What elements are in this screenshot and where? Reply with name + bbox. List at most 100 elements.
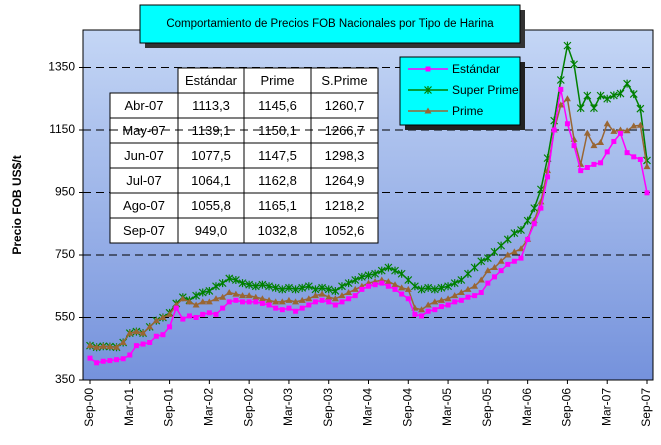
data-table: Estándar Prime S.Prime Abr-07 1113,3 1145,6 12… bbox=[109, 67, 379, 244]
x-tick-label: Sep-01 bbox=[162, 388, 176, 427]
marker bbox=[451, 292, 459, 299]
legend-marker bbox=[424, 107, 432, 114]
marker bbox=[517, 245, 525, 252]
marker bbox=[245, 280, 254, 289]
x-tick-label: Mar-03 bbox=[281, 388, 295, 426]
marker bbox=[291, 285, 300, 294]
marker bbox=[212, 295, 220, 302]
x-tick-label: Sep-00 bbox=[82, 388, 96, 427]
marker bbox=[192, 301, 200, 308]
marker bbox=[531, 221, 537, 227]
marker bbox=[404, 285, 412, 292]
marker bbox=[503, 235, 512, 244]
marker bbox=[417, 285, 426, 294]
marker bbox=[146, 323, 154, 330]
table-cell: 1032,8 bbox=[258, 223, 298, 238]
table-cell: 949,0 bbox=[195, 223, 228, 238]
marker bbox=[100, 358, 106, 364]
marker bbox=[364, 271, 373, 280]
marker bbox=[377, 266, 386, 275]
marker bbox=[99, 342, 107, 349]
table-cell: 1218,2 bbox=[325, 198, 365, 213]
marker bbox=[391, 266, 399, 275]
marker bbox=[637, 156, 643, 162]
marker bbox=[319, 297, 325, 303]
x-tick-label: Mar-04 bbox=[361, 388, 375, 426]
marker bbox=[285, 283, 293, 292]
marker bbox=[399, 291, 405, 297]
table-cell: Ago-07 bbox=[123, 198, 165, 213]
marker bbox=[259, 300, 265, 306]
marker bbox=[590, 142, 598, 149]
marker bbox=[483, 254, 492, 263]
marker bbox=[285, 296, 293, 303]
marker bbox=[199, 298, 207, 305]
marker bbox=[464, 269, 472, 278]
marker bbox=[598, 160, 604, 166]
marker bbox=[510, 229, 519, 238]
marker bbox=[258, 280, 267, 289]
marker bbox=[450, 279, 459, 288]
marker bbox=[167, 324, 173, 330]
marker bbox=[166, 310, 174, 317]
marker bbox=[517, 226, 525, 234]
marker bbox=[425, 308, 431, 314]
table-cell: 1139,1 bbox=[192, 123, 231, 138]
marker bbox=[220, 305, 226, 311]
marker bbox=[218, 279, 227, 288]
y-tick-label: 550 bbox=[55, 310, 75, 324]
x-tick-label: Mar-07 bbox=[599, 388, 613, 426]
marker bbox=[352, 293, 358, 299]
marker bbox=[604, 149, 610, 155]
marker bbox=[432, 307, 438, 313]
table-cell: 1077,5 bbox=[191, 148, 231, 163]
marker bbox=[557, 101, 565, 108]
marker bbox=[200, 311, 206, 317]
marker bbox=[120, 356, 126, 362]
table-cell: 1264,9 bbox=[325, 173, 365, 188]
marker bbox=[617, 130, 623, 136]
legend-label: Prime bbox=[452, 104, 484, 118]
marker bbox=[238, 279, 247, 288]
marker bbox=[477, 276, 485, 283]
marker bbox=[306, 302, 312, 308]
marker bbox=[346, 296, 352, 302]
marker bbox=[298, 283, 307, 292]
marker bbox=[570, 60, 578, 69]
marker bbox=[590, 104, 598, 113]
marker bbox=[331, 295, 339, 302]
x-tick-label: Mar-01 bbox=[122, 388, 136, 426]
marker bbox=[298, 296, 306, 303]
marker bbox=[87, 355, 93, 361]
marker bbox=[518, 255, 524, 261]
chart-title: Comportamiento de Precios FOB Nacionales… bbox=[166, 18, 494, 30]
marker bbox=[544, 167, 552, 174]
marker bbox=[357, 272, 366, 281]
marker bbox=[278, 285, 287, 294]
table-cell: 1052,6 bbox=[325, 223, 365, 238]
table-cell: Abr-07 bbox=[124, 98, 163, 113]
marker bbox=[205, 298, 213, 305]
marker bbox=[583, 91, 592, 100]
marker bbox=[477, 257, 486, 266]
marker bbox=[478, 290, 484, 295]
marker bbox=[126, 329, 134, 336]
marker bbox=[458, 297, 464, 303]
marker bbox=[609, 91, 618, 100]
marker bbox=[636, 121, 644, 128]
marker bbox=[603, 120, 611, 127]
marker bbox=[505, 261, 511, 267]
marker bbox=[114, 357, 120, 363]
x-tick-label: Mar-06 bbox=[520, 388, 534, 426]
marker bbox=[457, 289, 465, 295]
marker bbox=[418, 306, 426, 313]
marker bbox=[338, 282, 346, 291]
marker bbox=[558, 86, 564, 92]
marker bbox=[132, 328, 140, 335]
marker bbox=[251, 282, 260, 291]
marker bbox=[545, 174, 551, 180]
marker bbox=[525, 236, 531, 242]
marker bbox=[345, 289, 353, 295]
marker bbox=[332, 302, 338, 308]
